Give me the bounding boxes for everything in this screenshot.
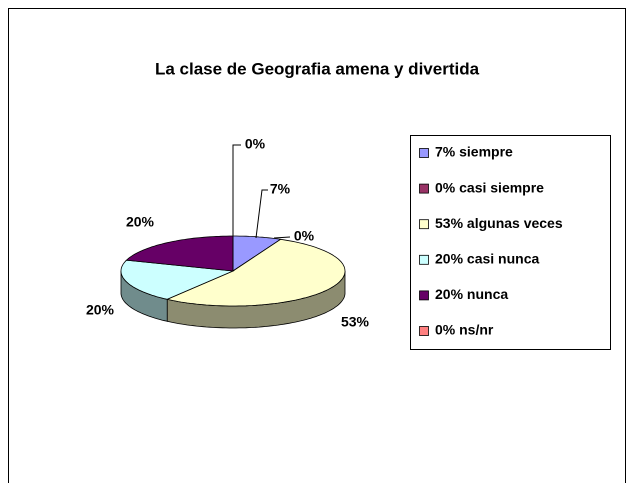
data-label: 0% — [294, 228, 315, 244]
slice — [165, 238, 346, 307]
data-label: 20% — [86, 302, 115, 318]
legend-swatch — [419, 183, 429, 194]
legend-label: 7% siempre — [435, 144, 513, 160]
leader-line — [255, 189, 268, 239]
legend-swatch — [419, 148, 429, 158]
data-label: 0% — [245, 136, 266, 152]
legend-label: 0% casi siempre — [435, 179, 544, 195]
legend-swatch — [419, 326, 429, 336]
data-label: 20% — [126, 214, 155, 230]
slice — [232, 235, 282, 272]
legend-label: 20% casi nunca — [435, 251, 539, 267]
chart-title: La clase de Geografia amena y divertida — [155, 59, 480, 78]
legend — [410, 135, 611, 350]
data-label: 53% — [341, 314, 370, 330]
leader-line — [273, 236, 291, 239]
slice — [125, 235, 234, 272]
legend-swatch — [419, 219, 429, 230]
leader-line — [232, 144, 241, 236]
legend-swatch — [419, 290, 429, 301]
legend-label: 0% ns/nr — [435, 322, 494, 338]
legend-label: 53% algunas veces — [435, 215, 563, 231]
legend-swatch — [419, 254, 429, 265]
data-label: 7% — [270, 181, 291, 197]
legend-label: 20% nunca — [435, 286, 508, 302]
slice — [120, 259, 235, 300]
